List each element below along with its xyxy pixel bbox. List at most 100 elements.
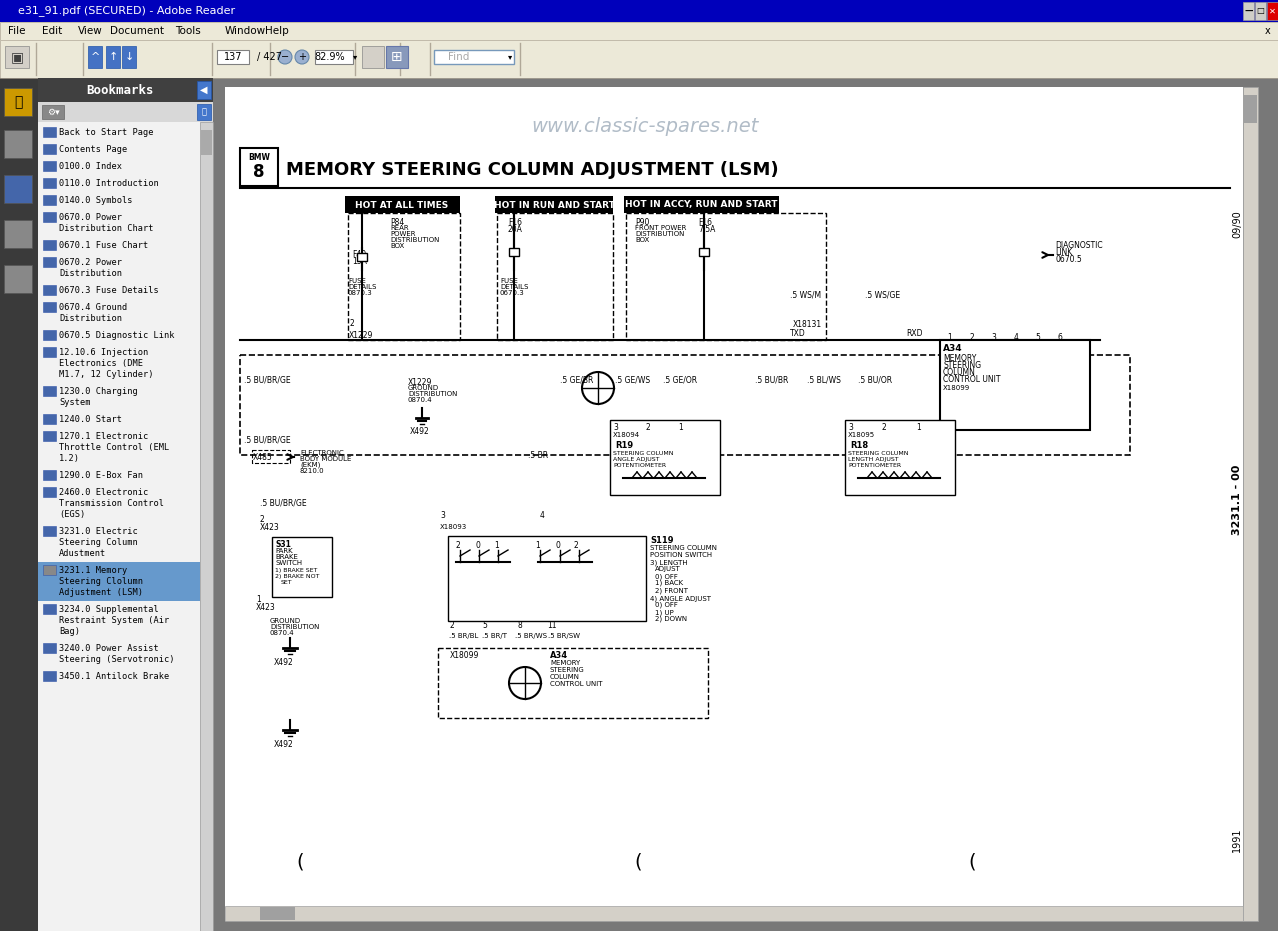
Text: Steering (Servotronic): Steering (Servotronic) [59, 655, 175, 664]
Text: ◀: ◀ [201, 85, 208, 95]
Text: FUSE: FUSE [500, 278, 518, 284]
Text: DIAGNOSTIC: DIAGNOSTIC [1056, 241, 1103, 250]
Text: 3) LENGTH: 3) LENGTH [651, 559, 688, 565]
Bar [386, 46, 408, 68]
Text: 2: 2 [259, 516, 265, 524]
Bar [1243, 2, 1254, 20]
Text: HOT IN ACCY, RUN AND START: HOT IN ACCY, RUN AND START [625, 200, 777, 209]
Text: 0) OFF: 0) OFF [656, 573, 677, 579]
Text: 0670.3 Fuse Details: 0670.3 Fuse Details [59, 286, 158, 295]
Text: ⊞: ⊞ [391, 50, 403, 64]
Text: BRAKE: BRAKE [275, 554, 298, 560]
Text: FUSE: FUSE [348, 278, 366, 284]
Text: 0670.3: 0670.3 [500, 290, 525, 296]
Text: DISTRIBUTION: DISTRIBUTION [270, 624, 320, 630]
Text: Find: Find [449, 52, 469, 62]
Text: Document: Document [110, 26, 164, 36]
Bar [43, 526, 56, 536]
Text: 11: 11 [547, 621, 556, 630]
Text: CONTROL UNIT: CONTROL UNIT [943, 375, 1001, 384]
Text: A34: A34 [550, 651, 569, 660]
Text: Edit: Edit [42, 26, 63, 36]
Bar [43, 386, 56, 396]
Text: 6: 6 [1058, 332, 1062, 342]
Text: 1: 1 [256, 596, 261, 604]
Bar [845, 420, 955, 495]
Text: FRONT POWER: FRONT POWER [635, 225, 686, 231]
Bar [4, 175, 32, 203]
Text: 0870.4: 0870.4 [270, 630, 295, 636]
Circle shape [509, 667, 541, 699]
Text: 0140.0 Symbols: 0140.0 Symbols [59, 196, 133, 205]
Text: 2: 2 [349, 319, 354, 329]
Bar [225, 87, 1243, 921]
Text: X18093: X18093 [440, 524, 468, 530]
Text: 2: 2 [574, 541, 579, 550]
Bar [449, 536, 645, 621]
Bar [213, 78, 1278, 931]
Bar [38, 78, 213, 102]
Text: 0670.5: 0670.5 [1056, 255, 1081, 264]
Bar [357, 253, 367, 261]
Bar [4, 130, 32, 158]
Text: P84: P84 [390, 218, 404, 227]
Text: R18: R18 [850, 441, 868, 450]
Text: .5 GE/BR: .5 GE/BR [560, 375, 593, 385]
Text: Contents Page: Contents Page [59, 145, 128, 154]
Text: 0) OFF: 0) OFF [656, 602, 677, 609]
Text: System: System [59, 398, 91, 407]
Text: Adustment: Adustment [59, 549, 106, 558]
Text: Bookmarks: Bookmarks [86, 84, 153, 97]
Bar [495, 196, 613, 213]
Bar [699, 248, 709, 256]
Text: .5 BR/WS: .5 BR/WS [515, 633, 547, 639]
Text: X492: X492 [273, 658, 294, 667]
Text: —: — [1245, 7, 1252, 16]
Text: ▾: ▾ [507, 52, 512, 61]
Text: ANGLE ADJUST: ANGLE ADJUST [613, 457, 659, 462]
Bar [314, 50, 353, 64]
Text: ↑: ↑ [109, 52, 118, 62]
Text: Window: Window [225, 26, 266, 36]
Text: Help: Help [265, 26, 289, 36]
Text: .5 BU/BR/GE: .5 BU/BR/GE [259, 498, 307, 507]
Text: LINK: LINK [1056, 248, 1072, 257]
Text: Bag): Bag) [59, 627, 81, 636]
Bar [43, 431, 56, 441]
Text: 1240.0 Start: 1240.0 Start [59, 415, 121, 424]
Text: 1) BACK: 1) BACK [656, 580, 684, 587]
Text: .5 GE/WS: .5 GE/WS [615, 375, 651, 385]
Text: 2: 2 [455, 541, 460, 550]
Text: 20A: 20A [507, 225, 523, 234]
Text: POWER: POWER [390, 231, 415, 237]
Text: .5 WS/M: .5 WS/M [790, 290, 822, 300]
Bar [43, 240, 56, 250]
Text: 0: 0 [555, 541, 560, 550]
Bar [941, 340, 1090, 430]
Text: 2: 2 [970, 332, 974, 342]
Text: Tools: Tools [175, 26, 201, 36]
Text: .5 GE/OR: .5 GE/OR [663, 375, 697, 385]
Text: TXD: TXD [790, 329, 805, 338]
Bar [43, 470, 56, 480]
Text: (: ( [969, 853, 975, 871]
Bar [509, 248, 519, 256]
Text: X423: X423 [256, 602, 276, 612]
Bar [43, 195, 56, 205]
Text: X18099: X18099 [450, 651, 479, 660]
Text: 0670.4 Ground: 0670.4 Ground [59, 303, 128, 312]
Text: GROUND: GROUND [270, 618, 302, 624]
Text: .5 BU/BR/GE: .5 BU/BR/GE [244, 436, 290, 444]
Bar [610, 420, 720, 495]
Text: 0670.2 Power: 0670.2 Power [59, 258, 121, 267]
Text: File: File [8, 26, 26, 36]
Bar [106, 46, 120, 68]
Text: STEERING COLUMN: STEERING COLUMN [613, 451, 674, 456]
Text: 4: 4 [541, 510, 544, 519]
Text: X492: X492 [410, 427, 429, 436]
Bar [345, 196, 460, 213]
Bar [4, 88, 32, 116]
Bar [43, 302, 56, 312]
Bar [626, 213, 826, 340]
Text: COLUMN: COLUMN [550, 674, 580, 680]
